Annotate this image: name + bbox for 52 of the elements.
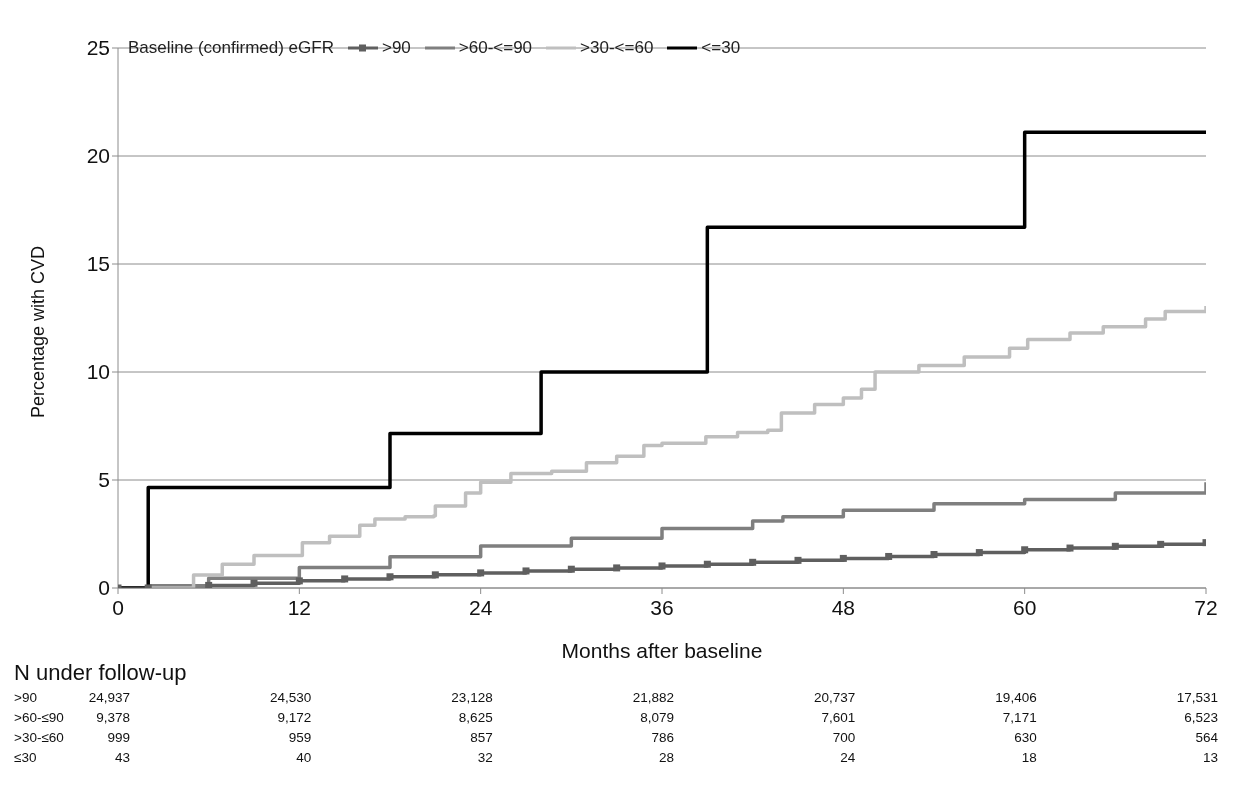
y-tick-label: 5 <box>98 468 110 492</box>
y-tick-label: 0 <box>98 576 110 600</box>
legend-label: >90 <box>381 38 411 58</box>
x-tick-label: 48 <box>831 595 856 619</box>
y-tick-label: 25 <box>86 36 110 60</box>
text: 6,523 <box>1183 710 1218 725</box>
text: 7,601 <box>820 710 856 725</box>
text: 857 <box>469 730 493 745</box>
text: >60-≤90 <box>14 710 64 725</box>
text: 21,882 <box>631 690 674 705</box>
text: 7,171 <box>1001 710 1037 725</box>
text: ≤30 <box>14 750 37 765</box>
y-tick-label: 15 <box>86 252 110 276</box>
text: 786 <box>650 730 674 745</box>
text: 40 <box>295 750 312 765</box>
text: 564 <box>1194 730 1218 745</box>
text: 19,406 <box>994 690 1037 705</box>
text: 700 <box>831 730 856 745</box>
text: 630 <box>1013 730 1037 745</box>
text: 24,530 <box>269 690 312 705</box>
text: 8,625 <box>457 710 493 725</box>
x-axis-title: Months after baseline <box>561 639 763 662</box>
text: 999 <box>107 730 130 745</box>
text: 959 <box>287 730 312 745</box>
text: N under follow-up <box>14 660 187 686</box>
text: 24 <box>839 750 856 765</box>
text: 24,937 <box>87 690 130 705</box>
text: 23,128 <box>450 690 493 705</box>
text: 17,531 <box>1175 690 1218 705</box>
text: 13 <box>1201 750 1218 765</box>
text: 32 <box>476 750 493 765</box>
text: 28 <box>657 750 674 765</box>
text: 20,737 <box>813 690 856 705</box>
text: 8,079 <box>639 710 674 725</box>
legend-label: <=30 <box>701 38 741 58</box>
x-tick-label: 12 <box>287 595 312 619</box>
x-tick-label: 36 <box>650 595 674 619</box>
y-tick-label: 10 <box>86 360 110 384</box>
text: 9,172 <box>276 710 312 725</box>
text: >30-≤60 <box>14 730 64 745</box>
x-tick-label: 24 <box>468 595 493 619</box>
text: 43 <box>113 750 130 765</box>
x-tick-label: 60 <box>1012 595 1037 619</box>
y-tick-label: 20 <box>86 144 110 168</box>
legend-title: Baseline (confirmed) eGFR <box>128 38 334 58</box>
legend-label: >60-<=90 <box>458 38 533 58</box>
text: 9,378 <box>96 710 130 725</box>
y-axis-title: Percentage with CVD <box>28 245 49 418</box>
text: >90 <box>14 690 37 705</box>
legend-label: >30-<=60 <box>580 38 654 58</box>
text: 18 <box>1020 750 1037 765</box>
x-tick-label: 72 <box>1194 595 1218 619</box>
